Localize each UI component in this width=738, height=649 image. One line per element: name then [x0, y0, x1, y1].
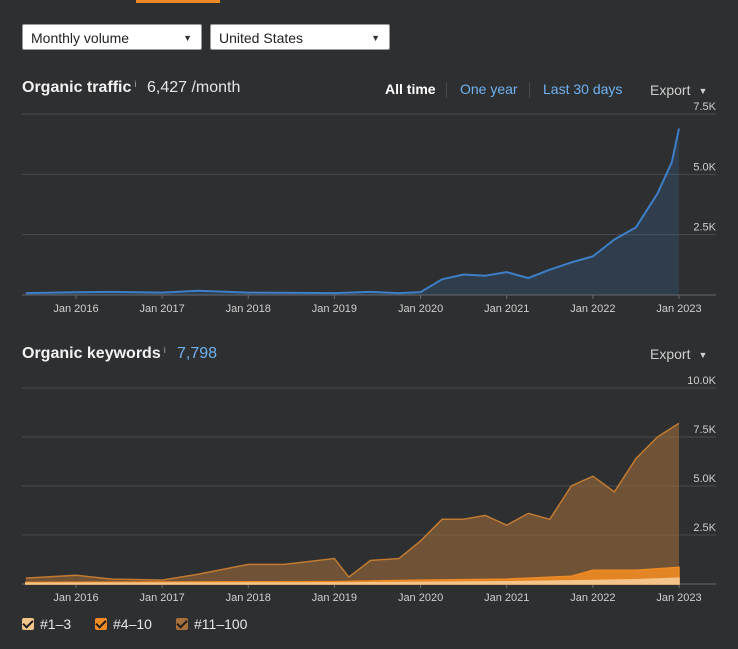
x-tick-label: Jan 2018: [226, 592, 271, 604]
tab-one-year[interactable]: One year: [460, 81, 518, 97]
y-tick-label: 5.0K: [693, 161, 716, 173]
x-tick-label: Jan 2023: [656, 592, 701, 604]
info-icon[interactable]: i: [134, 79, 137, 89]
traffic-line: [25, 128, 680, 295]
x-tick-label: Jan 2018: [226, 303, 271, 315]
y-tick-label: 2.5K: [693, 522, 716, 534]
checkbox-icon[interactable]: [176, 618, 188, 630]
x-tick-label: Jan 2016: [53, 592, 98, 604]
tab-last-30-days[interactable]: Last 30 days: [543, 81, 623, 97]
y-tick-label: 2.5K: [693, 222, 716, 234]
x-tick-label: Jan 2019: [312, 592, 357, 604]
traffic-value: 6,427 /month: [147, 79, 241, 96]
x-tick-label: Jan 2022: [570, 592, 615, 604]
keywords-value: 7,798: [177, 345, 218, 362]
traffic-export-button[interactable]: Export ▼: [650, 82, 707, 98]
legend-label: #4–10: [113, 616, 152, 632]
volume-select[interactable]: Monthly volume ▼: [22, 24, 202, 50]
keywords-title: Organic keywords i: [22, 345, 166, 363]
traffic-area: [25, 128, 679, 295]
info-icon[interactable]: i: [163, 345, 166, 355]
keywords-area-top3: [24, 577, 680, 585]
country-select[interactable]: United States ▼: [210, 24, 390, 50]
chevron-down-icon: ▼: [371, 33, 380, 43]
traffic-export-label: Export: [650, 82, 691, 98]
tab-separator: [446, 82, 447, 98]
traffic-title-text: Organic traffic: [22, 79, 132, 96]
keywords-line-top100: [25, 422, 680, 581]
checkbox-icon[interactable]: [95, 618, 107, 630]
keywords-export-button[interactable]: Export ▼: [650, 346, 707, 362]
legend-label: #1–3: [40, 616, 72, 632]
chevron-down-icon: ▼: [183, 33, 192, 43]
active-tab-indicator: [136, 0, 220, 3]
legend-top10[interactable]: #4–10: [95, 616, 152, 632]
volume-select-value: Monthly volume: [31, 30, 130, 46]
x-tick-label: Jan 2016: [53, 303, 98, 315]
chevron-down-icon: ▼: [698, 86, 708, 96]
tab-separator: [529, 82, 530, 98]
y-tick-label: 7.5K: [693, 101, 716, 113]
tab-all-time[interactable]: All time: [385, 81, 436, 97]
y-tick-label: 7.5K: [693, 424, 716, 436]
x-tick-label: Jan 2017: [140, 592, 185, 604]
keywords-title-text: Organic keywords: [22, 345, 161, 362]
legend-top100[interactable]: #11–100: [176, 616, 247, 632]
y-tick-label: 5.0K: [693, 473, 716, 485]
keywords-area-top100: [25, 423, 679, 584]
x-tick-label: Jan 2022: [570, 303, 615, 315]
legend-top3[interactable]: #1–3: [22, 616, 71, 632]
keywords-area-top10: [24, 566, 680, 585]
x-tick-label: Jan 2021: [484, 303, 529, 315]
x-tick-label: Jan 2023: [656, 303, 701, 315]
x-tick-label: Jan 2020: [398, 303, 443, 315]
country-select-value: United States: [219, 30, 304, 46]
legend-label: #11–100: [194, 616, 248, 632]
traffic-title: Organic traffic i: [22, 79, 136, 97]
y-tick-label: 10.0K: [687, 375, 716, 387]
chevron-down-icon: ▼: [698, 350, 708, 360]
x-tick-label: Jan 2019: [312, 303, 357, 315]
checkbox-icon[interactable]: [22, 618, 34, 630]
x-tick-label: Jan 2020: [398, 592, 443, 604]
x-tick-label: Jan 2017: [140, 303, 185, 315]
x-tick-label: Jan 2021: [484, 592, 529, 604]
keywords-export-label: Export: [650, 346, 691, 362]
